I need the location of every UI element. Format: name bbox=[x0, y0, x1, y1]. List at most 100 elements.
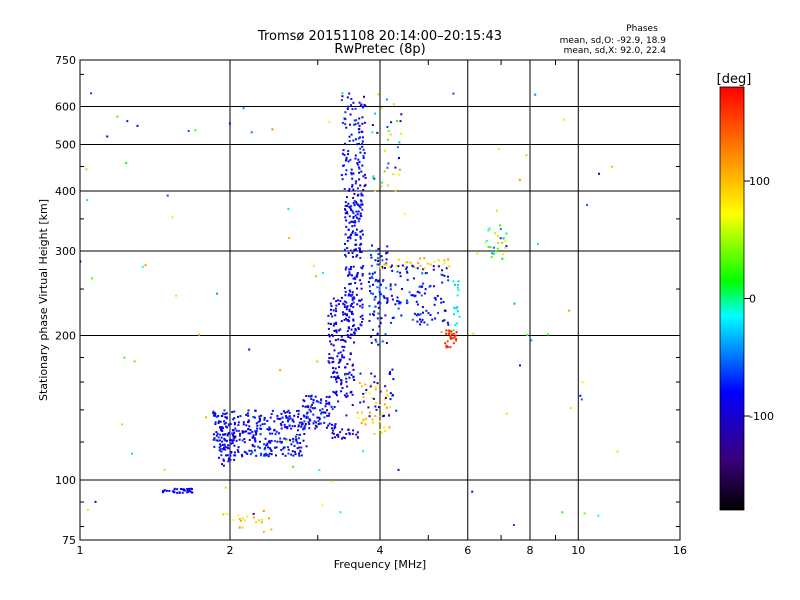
echo-point bbox=[413, 266, 416, 269]
echo-point bbox=[358, 382, 361, 384]
echo-point bbox=[354, 232, 357, 234]
echo-point bbox=[243, 441, 246, 444]
echo-point bbox=[222, 459, 225, 462]
echo-point bbox=[384, 267, 386, 269]
echo-point bbox=[357, 210, 360, 213]
echo-point bbox=[395, 409, 398, 412]
echo-point bbox=[337, 303, 340, 306]
echo-point bbox=[231, 429, 234, 432]
echo-point bbox=[299, 433, 302, 436]
echo-point bbox=[349, 113, 352, 116]
echo-point bbox=[276, 440, 279, 443]
echo-point bbox=[212, 433, 215, 436]
echo-point bbox=[241, 455, 244, 458]
echo-point bbox=[334, 314, 337, 317]
echo-point bbox=[351, 363, 354, 366]
echo-point bbox=[358, 136, 361, 139]
echo-point bbox=[405, 299, 408, 302]
echo-point bbox=[354, 233, 357, 236]
echo-point bbox=[331, 436, 334, 439]
echo-point bbox=[337, 400, 340, 403]
echo-point bbox=[336, 434, 338, 437]
echo-point bbox=[265, 444, 267, 447]
echo-point bbox=[220, 436, 223, 439]
echo-point bbox=[392, 173, 395, 176]
echo-point bbox=[349, 268, 352, 271]
echo-point bbox=[421, 285, 424, 288]
echo-point bbox=[232, 518, 235, 521]
echo-point bbox=[343, 305, 346, 308]
echo-point bbox=[443, 319, 446, 322]
echo-point bbox=[360, 385, 363, 388]
echo-point bbox=[332, 372, 335, 374]
echo-point bbox=[385, 98, 388, 101]
echo-point bbox=[616, 450, 619, 453]
echo-point bbox=[342, 349, 345, 352]
echo-point bbox=[301, 422, 304, 425]
echo-point bbox=[406, 278, 409, 281]
echo-point bbox=[372, 176, 375, 179]
echo-point bbox=[217, 436, 220, 439]
echo-point bbox=[371, 292, 374, 295]
echo-point bbox=[358, 247, 361, 250]
echo-point bbox=[219, 445, 222, 447]
echo-point bbox=[452, 329, 455, 332]
echo-point bbox=[345, 156, 348, 159]
echo-point bbox=[300, 421, 303, 424]
echo-point bbox=[341, 121, 344, 124]
echo-point bbox=[487, 229, 490, 232]
echo-point bbox=[330, 376, 333, 379]
echo-point bbox=[303, 425, 306, 428]
echo-point bbox=[383, 297, 386, 299]
echo-point bbox=[347, 336, 350, 338]
echo-point bbox=[445, 346, 448, 349]
echo-point bbox=[351, 177, 354, 180]
x-tick-label: 2 bbox=[227, 544, 234, 557]
echo-point bbox=[431, 318, 434, 321]
echo-point bbox=[391, 264, 393, 267]
echo-point bbox=[327, 327, 330, 330]
echo-point bbox=[453, 313, 455, 316]
echo-point bbox=[447, 279, 450, 282]
echo-point bbox=[396, 119, 398, 122]
echo-point bbox=[218, 439, 221, 442]
echo-point bbox=[311, 407, 314, 409]
echo-point bbox=[454, 334, 457, 337]
echo-point bbox=[227, 432, 230, 435]
y-tick-label: 600 bbox=[55, 101, 76, 114]
echo-point bbox=[313, 420, 316, 423]
echo-point bbox=[346, 363, 349, 365]
echo-point bbox=[364, 173, 366, 176]
echo-point bbox=[354, 138, 357, 141]
echo-point bbox=[353, 119, 356, 122]
echo-point bbox=[447, 323, 450, 326]
echo-point bbox=[490, 256, 493, 259]
echo-point bbox=[401, 288, 403, 290]
echo-point bbox=[345, 433, 348, 435]
echo-point bbox=[330, 356, 333, 359]
echo-point bbox=[292, 454, 295, 457]
echo-point bbox=[368, 415, 371, 418]
echo-point bbox=[352, 216, 355, 218]
echo-point bbox=[389, 283, 392, 286]
echo-point bbox=[318, 418, 321, 421]
echo-point bbox=[340, 383, 343, 386]
echo-point bbox=[385, 252, 387, 255]
x-tick-label: 1 bbox=[77, 544, 84, 557]
echo-point bbox=[344, 373, 346, 376]
echo-point bbox=[357, 204, 360, 207]
echo-point bbox=[384, 333, 387, 336]
echo-point bbox=[354, 282, 357, 284]
echo-point bbox=[261, 518, 264, 521]
echo-point bbox=[363, 121, 366, 124]
echo-point bbox=[344, 290, 347, 293]
echo-point bbox=[252, 513, 255, 515]
echo-point bbox=[255, 521, 258, 524]
echo-point bbox=[362, 155, 365, 158]
echo-point bbox=[423, 257, 426, 260]
echo-point bbox=[347, 105, 349, 108]
echo-point bbox=[352, 319, 355, 322]
echo-point bbox=[386, 393, 389, 396]
echo-point bbox=[456, 310, 459, 313]
echo-point bbox=[344, 209, 347, 212]
